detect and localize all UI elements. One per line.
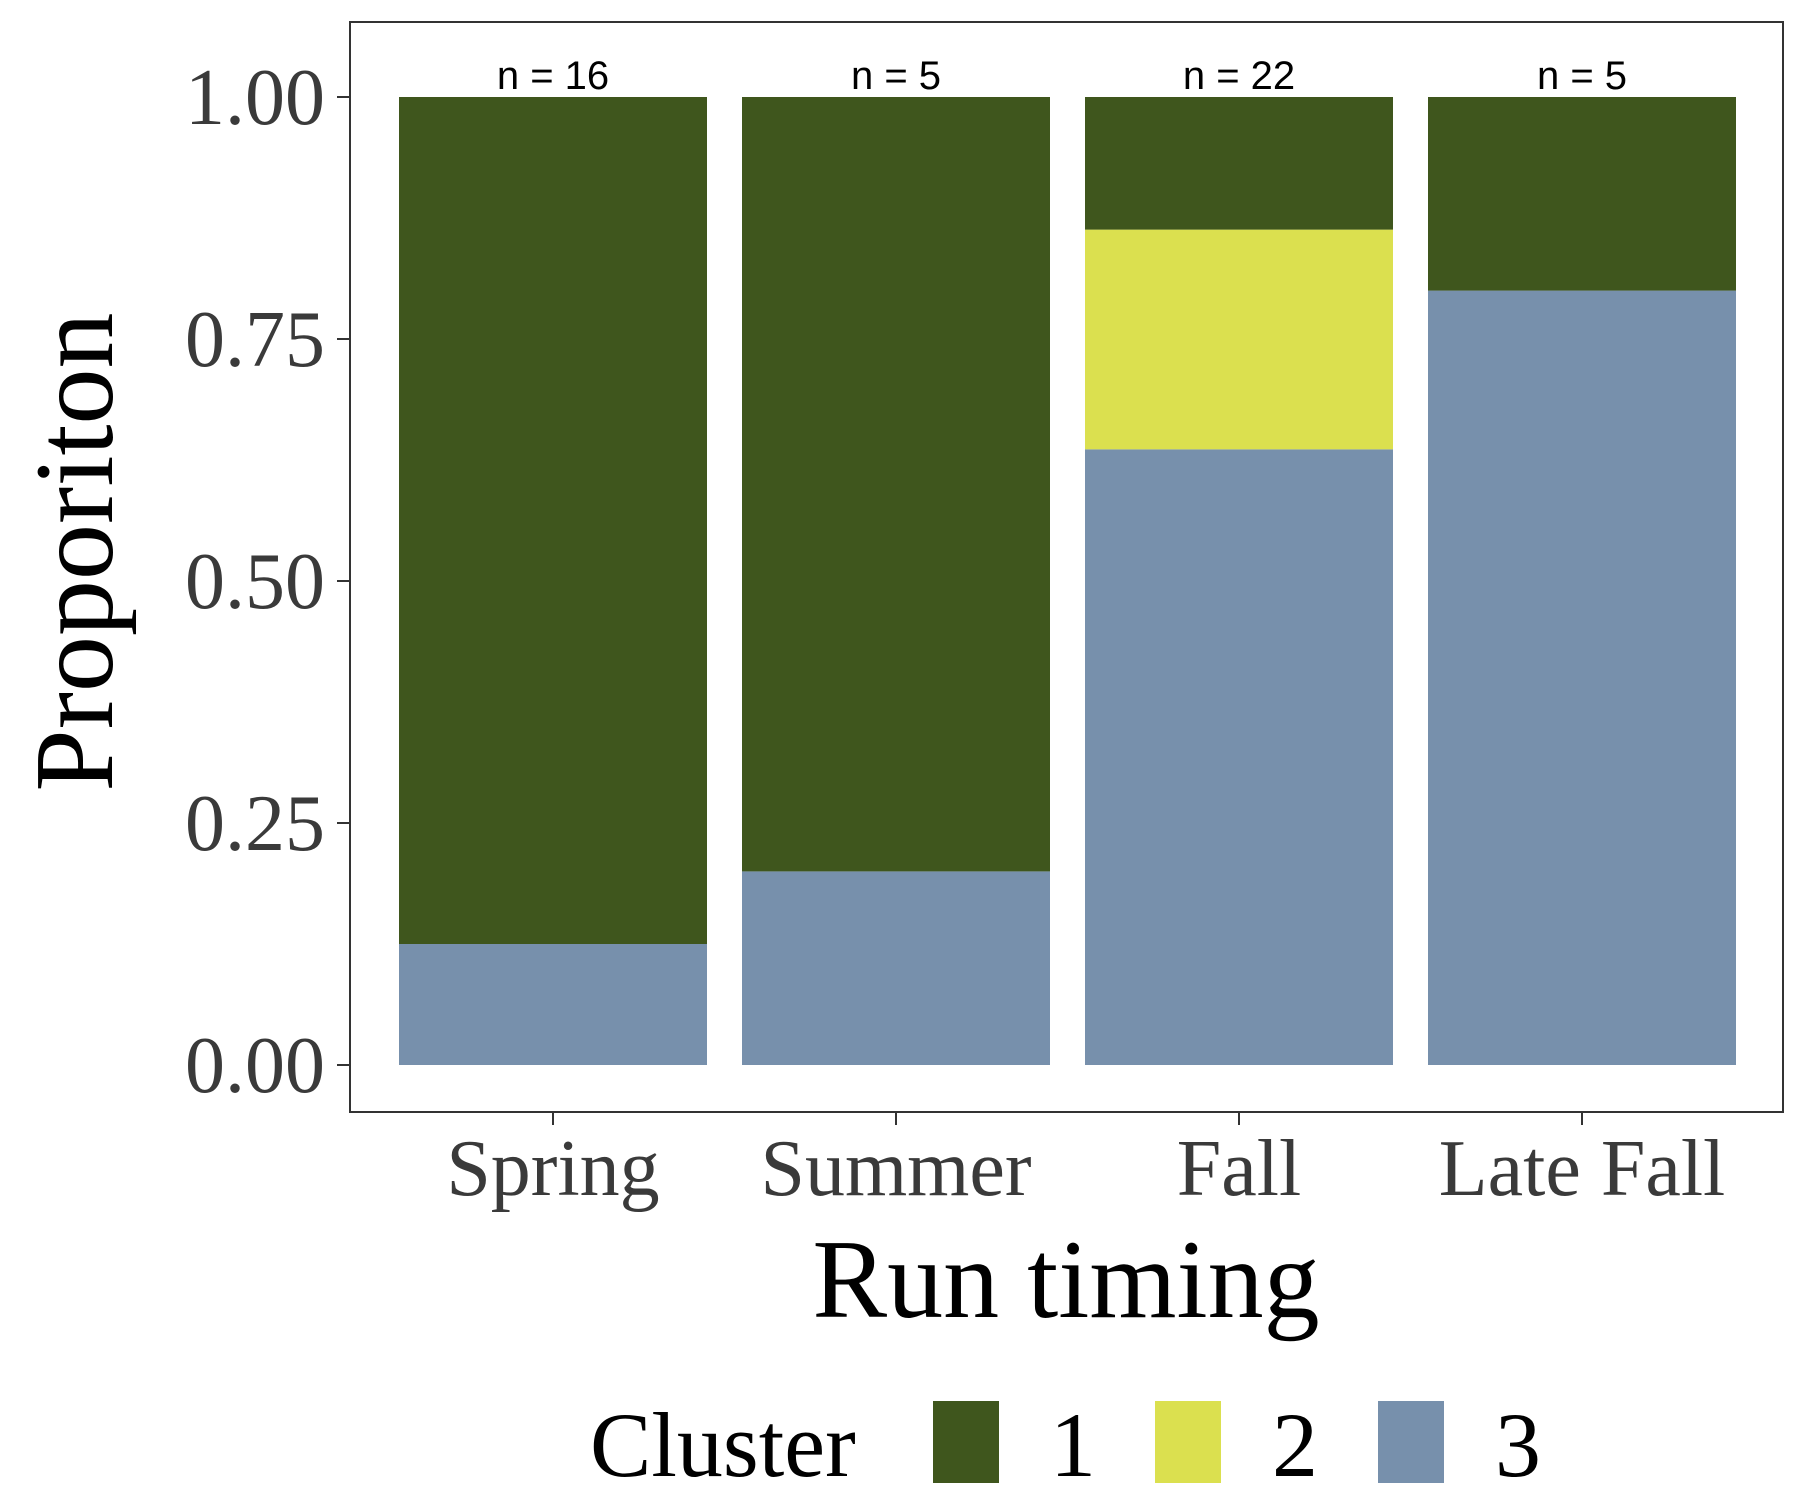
bar-spring-cluster-1 <box>399 97 707 944</box>
x-tick-label-spring: Spring <box>446 1125 659 1213</box>
legend-key-3 <box>1378 1401 1444 1483</box>
y-tick-label: 0.50 <box>185 538 325 626</box>
x-tick-label-fall: Fall <box>1177 1125 1301 1213</box>
bar-fall-cluster-3 <box>1085 449 1393 1065</box>
x-tick-label-late-fall: Late Fall <box>1439 1125 1726 1213</box>
legend: Cluster 1 2 3 <box>590 1394 1541 1496</box>
bar-group <box>399 97 1736 1066</box>
bar-late-fall-cluster-3 <box>1428 290 1736 1066</box>
legend-title: Cluster <box>590 1394 856 1496</box>
bar-label-group: n = 16 n = 5 n = 22 n = 5 <box>497 54 1627 98</box>
x-tick-label-summer: Summer <box>760 1125 1031 1213</box>
legend-key-2 <box>1155 1401 1221 1483</box>
bar-count-label-fall: n = 22 <box>1183 54 1295 98</box>
legend-label-2: 2 <box>1272 1394 1318 1496</box>
bar-summer-cluster-3 <box>742 871 1050 1065</box>
bar-summer-cluster-1 <box>742 97 1050 872</box>
y-tick-label: 0.00 <box>185 1022 325 1110</box>
y-axis-title: Proporiton <box>13 312 137 791</box>
legend-label-1: 1 <box>1050 1394 1096 1496</box>
bar-fall-cluster-1 <box>1085 97 1393 230</box>
legend-label-3: 3 <box>1495 1394 1541 1496</box>
x-axis-title: Run timing <box>812 1218 1319 1342</box>
x-axis: Spring Summer Fall Late Fall <box>446 1112 1725 1213</box>
bar-count-label-late-fall: n = 5 <box>1537 54 1627 98</box>
y-tick-label: 0.75 <box>185 296 325 384</box>
bar-count-label-summer: n = 5 <box>851 54 941 98</box>
y-axis: 0.00 0.25 0.50 0.75 1.00 <box>185 54 350 1110</box>
legend-key-1 <box>933 1401 999 1483</box>
bar-spring-cluster-3 <box>399 944 707 1065</box>
bar-late-fall-cluster-1 <box>1428 97 1736 291</box>
y-tick-label: 1.00 <box>185 54 325 142</box>
bar-fall-cluster-2 <box>1085 229 1393 450</box>
y-tick-label: 0.25 <box>185 780 325 868</box>
bar-count-label-spring: n = 16 <box>497 54 609 98</box>
plot-panel-border <box>349 21 1784 1113</box>
